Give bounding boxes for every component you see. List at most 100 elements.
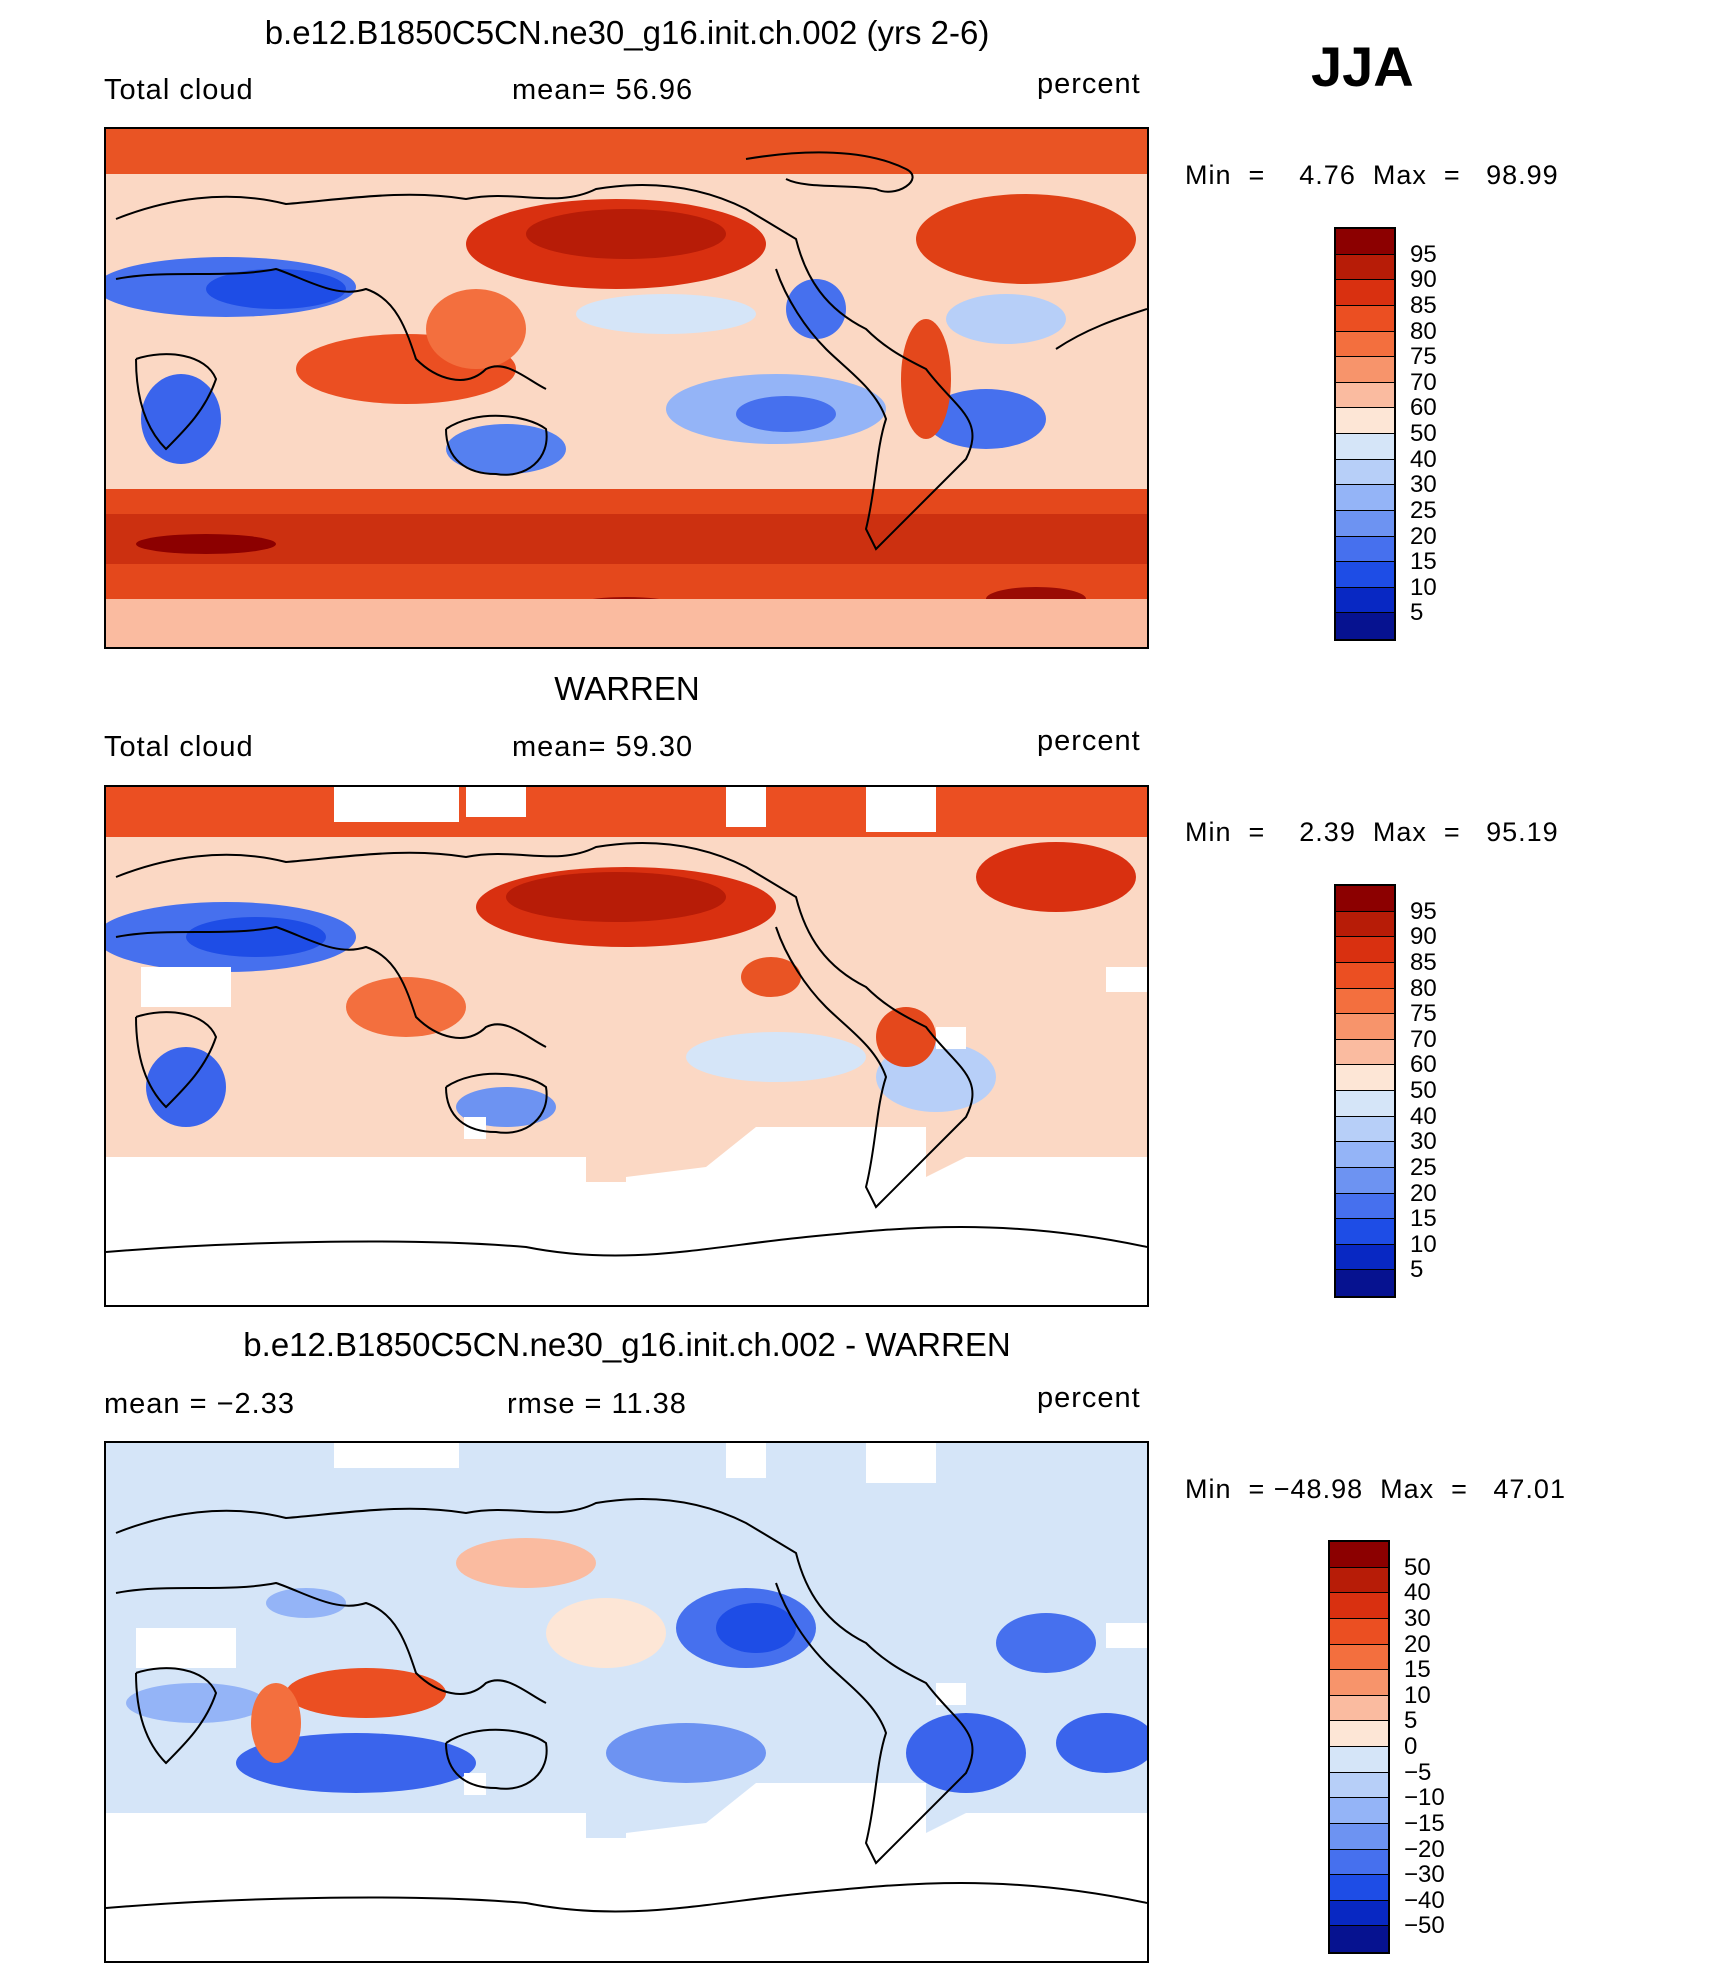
panel-1-colorbar — [1334, 227, 1396, 641]
colorbar-segment — [1336, 485, 1394, 511]
colorbar-segment — [1336, 459, 1394, 486]
panel-2-title: WARREN — [554, 670, 700, 707]
colorbar-label: 40 — [1410, 445, 1437, 473]
colorbar-label: 80 — [1410, 974, 1437, 1002]
colorbar-segment — [1336, 229, 1394, 255]
panel-3-title: b.e12.B1850C5CN.ne30_g16.init.ch.002 - W… — [243, 1326, 1011, 1363]
colorbar-label: −50 — [1404, 1912, 1445, 1940]
colorbar-label: 60 — [1410, 394, 1437, 422]
colorbar-label: 10 — [1404, 1681, 1431, 1709]
colorbar-label: 85 — [1410, 948, 1437, 976]
colorbar-segment — [1336, 1014, 1394, 1040]
colorbar-segment — [1330, 1695, 1388, 1722]
colorbar-label: 90 — [1410, 923, 1437, 951]
colorbar-label: 75 — [1410, 1000, 1437, 1028]
colorbar-label: 20 — [1410, 1179, 1437, 1207]
colorbar-segment — [1336, 1167, 1394, 1194]
panel-1-map — [104, 127, 1149, 649]
colorbar-segment — [1336, 510, 1394, 537]
colorbar-label: 20 — [1410, 522, 1437, 550]
colorbar-label: 40 — [1410, 1102, 1437, 1130]
colorbar-segment — [1336, 613, 1394, 639]
panel-3-units: percent — [1037, 1382, 1141, 1414]
colorbar-segment — [1336, 1065, 1394, 1091]
colorbar-segment — [1330, 1567, 1388, 1594]
colorbar-label: 10 — [1410, 1230, 1437, 1258]
colorbar-segment — [1336, 587, 1394, 614]
colorbar-segment — [1330, 1670, 1388, 1696]
colorbar-label: 30 — [1410, 1128, 1437, 1156]
colorbar-segment — [1336, 357, 1394, 383]
colorbar-label: −10 — [1404, 1784, 1445, 1812]
colorbar-segment — [1330, 1798, 1388, 1824]
panel-1-mean: mean= 56.96 — [512, 74, 694, 106]
colorbar-label: 15 — [1410, 548, 1437, 576]
panel-2-map-svg — [106, 787, 1147, 1305]
colorbar-label: −20 — [1404, 1835, 1445, 1863]
colorbar-segment — [1336, 937, 1394, 963]
colorbar-label: 90 — [1410, 266, 1437, 294]
colorbar-segment — [1336, 536, 1394, 563]
colorbar-label: −15 — [1404, 1809, 1445, 1837]
colorbar-segment — [1336, 1270, 1394, 1296]
colorbar-label: 50 — [1410, 1077, 1437, 1104]
colorbar-label: 60 — [1410, 1051, 1437, 1079]
panel-3-mean: mean = −2.33 — [104, 1388, 295, 1420]
colorbar-label: 15 — [1404, 1656, 1431, 1684]
colorbar-segment — [1330, 1721, 1388, 1747]
colorbar-segment — [1330, 1772, 1388, 1799]
colorbar-segment — [1336, 1244, 1394, 1271]
panel-1-minmax: Min = 4.76 Max = 98.99 — [1185, 160, 1559, 190]
colorbar-segment — [1330, 1644, 1388, 1671]
panel-1-map-svg — [106, 129, 1147, 647]
colorbar-segment — [1336, 254, 1394, 281]
colorbar-segment — [1336, 1193, 1394, 1220]
colorbar-segment — [1330, 1618, 1388, 1645]
colorbar-label: 5 — [1410, 1256, 1424, 1284]
colorbar-label: 50 — [1404, 1553, 1431, 1581]
panel-2-units: percent — [1037, 725, 1141, 757]
colorbar-segment — [1330, 1542, 1388, 1568]
panel-3-rmse: rmse = 11.38 — [507, 1388, 687, 1420]
colorbar-segment — [1336, 1039, 1394, 1066]
colorbar-label: 5 — [1404, 1707, 1418, 1735]
colorbar-segment — [1330, 1823, 1388, 1850]
colorbar-segment — [1336, 408, 1394, 434]
colorbar-label: 80 — [1410, 317, 1437, 345]
colorbar-label: 95 — [1410, 240, 1437, 268]
colorbar-label: 25 — [1410, 496, 1437, 524]
panel-2-map — [104, 785, 1149, 1307]
colorbar-label: 95 — [1410, 897, 1437, 925]
colorbar-label: 75 — [1410, 343, 1437, 371]
panel-1-title: b.e12.B1850C5CN.ne30_g16.init.ch.002 (yr… — [264, 14, 990, 51]
colorbar-segment — [1336, 911, 1394, 938]
colorbar-label: 0 — [1404, 1733, 1418, 1760]
colorbar-label: 70 — [1410, 368, 1437, 396]
colorbar-label: 15 — [1410, 1205, 1437, 1233]
colorbar-label: 30 — [1410, 471, 1437, 499]
panel-2-mean: mean= 59.30 — [512, 731, 694, 763]
colorbar-label: 50 — [1410, 420, 1437, 447]
colorbar-label: 10 — [1410, 573, 1437, 601]
colorbar-segment — [1336, 1219, 1394, 1245]
colorbar-segment — [1336, 1116, 1394, 1143]
colorbar-label: 20 — [1404, 1630, 1431, 1658]
colorbar-segment — [1336, 1142, 1394, 1168]
colorbar-segment — [1336, 962, 1394, 989]
colorbar-label: 40 — [1404, 1579, 1431, 1607]
colorbar-label: −30 — [1404, 1861, 1445, 1889]
panel-3-map-svg — [106, 1443, 1147, 1961]
panel-2-minmax: Min = 2.39 Max = 95.19 — [1185, 817, 1559, 847]
colorbar-segment — [1330, 1875, 1388, 1901]
panel-3-colorbar — [1328, 1540, 1390, 1954]
colorbar-segment — [1336, 331, 1394, 358]
colorbar-label: 30 — [1404, 1604, 1431, 1632]
season-label: JJA — [1311, 35, 1414, 98]
panel-1-variable-label: Total cloud — [104, 74, 254, 106]
panel-3-minmax: Min = −48.98 Max = 47.01 — [1185, 1474, 1566, 1504]
panel-2-variable-label: Total cloud — [104, 731, 254, 763]
colorbar-label: 25 — [1410, 1153, 1437, 1181]
colorbar-segment — [1336, 434, 1394, 460]
colorbar-segment — [1336, 988, 1394, 1015]
colorbar-label: 5 — [1410, 599, 1424, 627]
